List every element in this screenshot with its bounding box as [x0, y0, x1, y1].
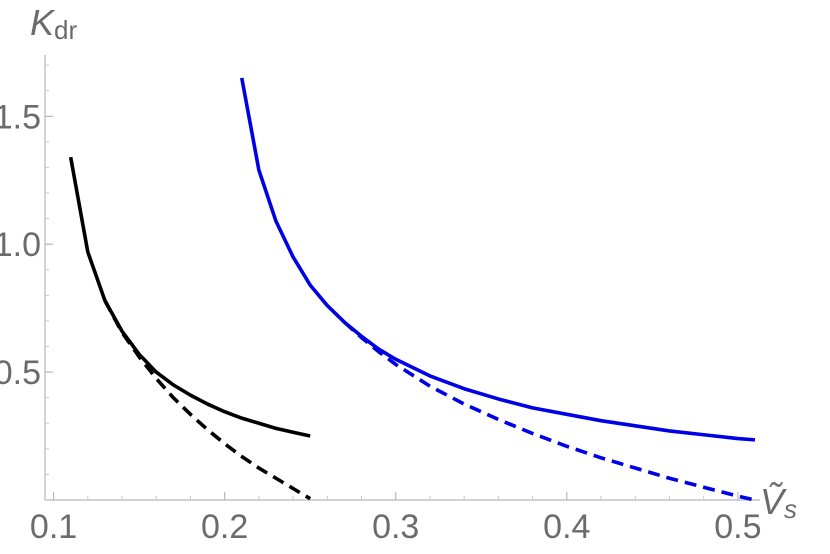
x-axis-label-main: Ṽ — [760, 481, 787, 522]
series-line-1-solid — [68, 156, 311, 438]
series-line-2-dashed — [103, 299, 312, 501]
series-line-4-dashed — [343, 320, 756, 502]
y-tick-label: 1.5 — [0, 98, 41, 136]
series-line-3-solid — [239, 77, 756, 442]
x-tick-label: 0.4 — [543, 508, 590, 546]
y-tick-label: 1.0 — [0, 226, 41, 264]
series-layer — [68, 77, 756, 502]
y-axis-label: Kdr — [30, 2, 77, 45]
x-axis-label: Ṽs — [760, 481, 797, 524]
x-tick-label: 0.5 — [714, 508, 761, 546]
axes — [44, 55, 760, 501]
x-tick-label: 0.1 — [30, 508, 77, 546]
y-axis-label-main: K — [30, 2, 56, 43]
x-tick-label: 0.3 — [372, 508, 419, 546]
y-axis-label-sub: dr — [54, 15, 77, 45]
x-axis-label-sub: s — [784, 494, 797, 524]
x-tick-label: 0.2 — [201, 508, 248, 546]
tick-labels: 0.1 0.2 0.3 0.4 0.5 0.5 1.0 1.5 — [0, 98, 762, 546]
y-tick-label: 0.5 — [0, 354, 41, 392]
ticks — [45, 64, 739, 500]
